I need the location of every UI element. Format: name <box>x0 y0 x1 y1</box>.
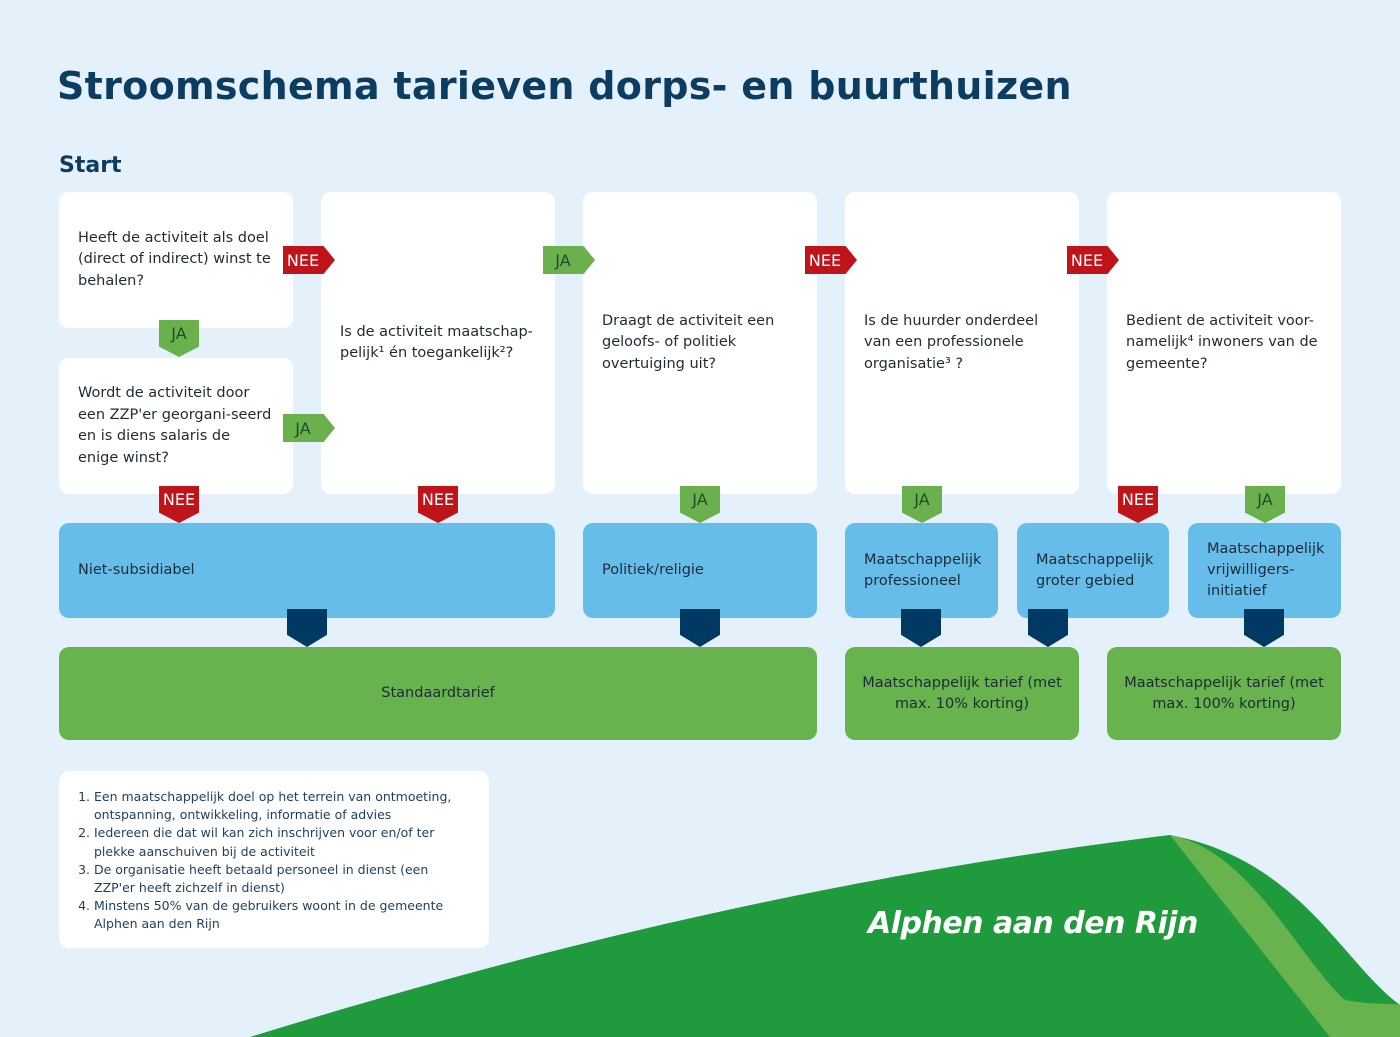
question-residents: Bedient de activiteit voor-namelijk⁴ inw… <box>1107 192 1341 494</box>
category-niet-subsidiabel: Niet-subsidiabel <box>59 523 555 618</box>
nee-arrow: NEE <box>805 246 857 274</box>
footnotes: Een maatschappelijk doel op het terrein … <box>59 771 489 948</box>
question-profit: Heeft de activiteit als doel (direct of … <box>59 192 293 328</box>
logo: Alphen aan den Rijn <box>868 906 1198 941</box>
category-text: Politiek/religie <box>602 562 704 578</box>
footnote: Een maatschappelijk doel op het terrein … <box>94 788 471 824</box>
category-professioneel: Maatschappelijk professioneel <box>845 523 998 618</box>
question-text: Bedient de activiteit voor-namelijk⁴ inw… <box>1126 312 1318 372</box>
ja-arrow: JA <box>283 414 335 442</box>
tariff-text: Standaardtarief <box>381 685 495 701</box>
footnote: De organisatie heeft betaald personeel i… <box>94 861 471 897</box>
tariff-standaard: Standaardtarief <box>59 647 817 740</box>
footnote: Minstens 50% van de gebruikers woont in … <box>94 897 471 933</box>
category-text: Maatschappelijk vrijwilligers-initiatief <box>1207 541 1325 599</box>
tariff-text: Maatschappelijk tarief (met max. 100% ko… <box>1124 674 1324 712</box>
tariff-10-korting: Maatschappelijk tarief (met max. 10% kor… <box>845 647 1079 740</box>
category-text: Maatschappelijk professioneel <box>864 551 982 589</box>
category-text: Maatschappelijk groter gebied <box>1036 551 1154 589</box>
nee-arrow: NEE <box>1067 246 1119 274</box>
question-text: Is de activiteit maatschap-pelijk¹ én to… <box>340 323 533 362</box>
question-text: Draagt de activiteit een geloofs- of pol… <box>602 312 775 372</box>
tariff-text: Maatschappelijk tarief (met max. 10% kor… <box>862 674 1062 712</box>
question-text: Heeft de activiteit als doel (direct of … <box>78 229 271 289</box>
start-label: Start <box>59 153 122 178</box>
category-politiek-religie: Politiek/religie <box>583 523 817 618</box>
question-social: Is de activiteit maatschap-pelijk¹ én to… <box>321 192 555 494</box>
question-zzp: Wordt de activiteit door een ZZP'er geor… <box>59 358 293 494</box>
category-groter-gebied: Maatschappelijk groter gebied <box>1017 523 1169 618</box>
category-text: Niet-subsidiabel <box>78 562 195 578</box>
question-text: Wordt de activiteit door een ZZP'er geor… <box>78 385 272 466</box>
question-text: Is de huurder onderdeel van een professi… <box>864 312 1039 372</box>
ja-arrow: JA <box>543 246 595 274</box>
page-title: Stroomschema tarieven dorps- en buurthui… <box>57 64 1072 108</box>
footnote: Iedereen die dat wil kan zich inschrijve… <box>94 824 471 860</box>
category-vrijwilligers: Maatschappelijk vrijwilligers-initiatief <box>1188 523 1341 618</box>
question-religion: Draagt de activiteit een geloofs- of pol… <box>583 192 817 494</box>
question-professional: Is de huurder onderdeel van een professi… <box>845 192 1079 494</box>
nee-arrow: NEE <box>283 246 335 274</box>
tariff-100-korting: Maatschappelijk tarief (met max. 100% ko… <box>1107 647 1341 740</box>
